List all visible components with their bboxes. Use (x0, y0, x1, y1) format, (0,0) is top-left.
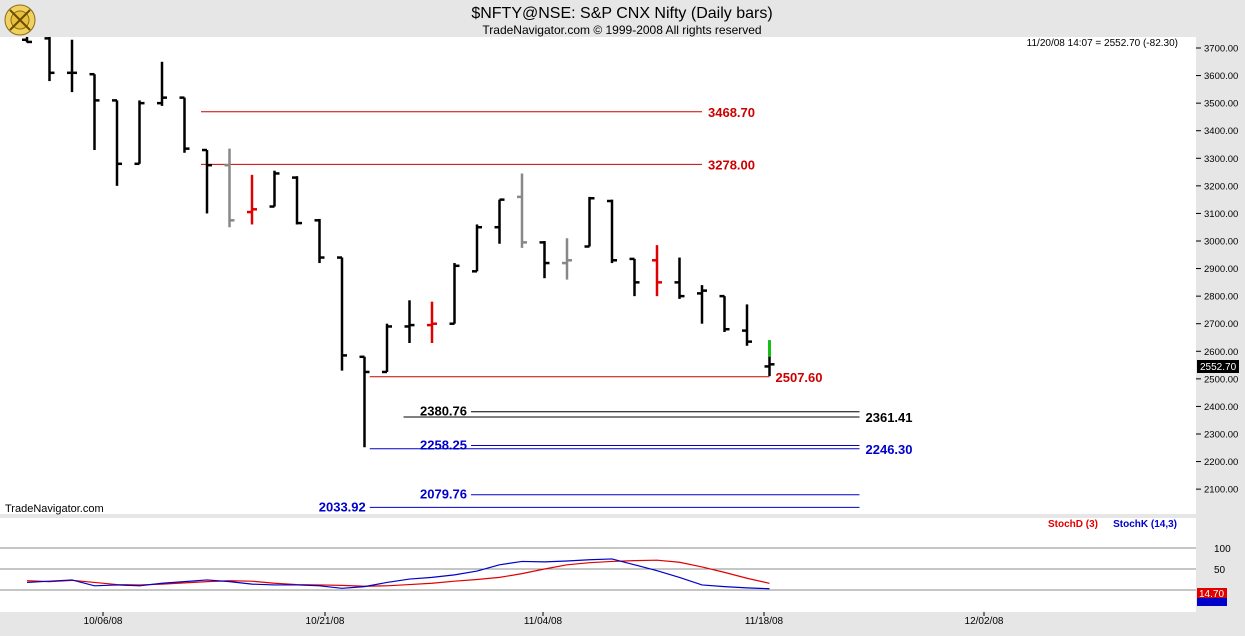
ohlc-bar (134, 100, 145, 166)
ohlc-bar (224, 148, 235, 228)
ohlc-bar (269, 170, 280, 208)
level-label: 2380.76 (420, 404, 467, 419)
chart-title: $NFTY@NSE: S&P CNX Nifty (Daily bars) (471, 5, 772, 22)
trade-navigator-logo-icon (4, 4, 36, 36)
ohlc-bar (517, 173, 527, 248)
price-tick-label: 2900.00 (1204, 264, 1238, 275)
ohlc-bar (67, 39, 77, 93)
stoch-tick-label: 100 (1214, 544, 1231, 555)
level-label: 2079.76 (420, 487, 467, 502)
stoch-axis-ticks: 100 50 (0, 544, 1231, 591)
level-label: 3468.70 (708, 105, 755, 120)
last-price-label: 2552.70 (1200, 362, 1237, 373)
x-tick-label: 12/02/08 (965, 616, 1004, 627)
price-tick-label: 3300.00 (1204, 154, 1238, 165)
stoch-series-line (26, 558, 770, 590)
price-tick-label: 2100.00 (1204, 485, 1238, 496)
x-tick-label: 10/06/08 (84, 616, 123, 627)
ohlc-bar (472, 224, 482, 273)
stoch-k-legend: StochK (14,3) (1113, 519, 1177, 530)
level-label: 3278.00 (708, 157, 755, 172)
price-axis-ticks: 3700.00 3600.00 3500.00 3400.00 3300.00 3200.… (1196, 44, 1238, 496)
ohlc-bar (292, 176, 302, 225)
price-levels: 3468.70 3278.00 2507.60 2380.76 2361.41 2258.… (201, 105, 913, 514)
quote-text: 11/20/08 14:07 = 2552.70 (-82.30) (1027, 38, 1178, 49)
price-tick-label: 2200.00 (1204, 457, 1238, 468)
level-label: 2361.41 (866, 410, 913, 425)
ohlc-bar (607, 199, 617, 264)
price-tick-label: 3200.00 (1204, 181, 1238, 192)
level-label: 2258.25 (420, 438, 467, 453)
x-axis-ticks: 10/06/08 10/21/08 11/04/08 11/18/08 12/02/08 (84, 612, 1004, 627)
price-tick-label: 2700.00 (1204, 319, 1238, 330)
x-tick-label: 11/04/08 (524, 616, 563, 627)
stochastic-panel (0, 518, 1196, 612)
ohlc-bar (494, 198, 505, 244)
last-price-box (1197, 360, 1239, 373)
price-tick-label: 3700.00 (1204, 44, 1238, 55)
price-tick-label: 3100.00 (1204, 209, 1238, 220)
ohlc-bar (382, 323, 392, 374)
price-tick-label: 3600.00 (1204, 71, 1238, 82)
price-tick-label: 3000.00 (1204, 237, 1238, 248)
ohlc-bar (584, 196, 595, 248)
ohlc-bar (202, 148, 212, 214)
ohlc-bar (742, 304, 752, 346)
copyright-text: TradeNavigator.com © 1999-2008 All right… (482, 23, 761, 37)
price-tick-label: 2300.00 (1204, 429, 1238, 440)
price-tick-label: 2500.00 (1204, 374, 1238, 385)
ohlc-bar (719, 294, 730, 332)
ohlc-bar (359, 355, 370, 448)
ohlc-bar (697, 285, 707, 324)
ohlc-bars (22, 36, 775, 448)
level-label: 2246.30 (866, 442, 913, 457)
ohlc-bar (629, 257, 640, 297)
price-axis (1197, 37, 1245, 514)
price-panel (0, 37, 1196, 514)
ohlc-bar (179, 96, 190, 153)
ohlc-bar (449, 263, 460, 325)
watermark-text: TradeNavigator.com (5, 503, 104, 515)
ohlc-bar (427, 301, 437, 344)
ohlc-bar (674, 257, 685, 299)
price-tick-label: 3500.00 (1204, 99, 1238, 110)
ohlc-bar (314, 218, 325, 264)
stochastic-lines (26, 558, 770, 590)
ohlc-bar (44, 36, 55, 82)
level-label: 2507.60 (776, 370, 823, 385)
ohlc-bar (652, 245, 662, 297)
x-tick-label: 11/18/08 (745, 616, 784, 627)
x-tick-label: 10/21/08 (306, 616, 345, 627)
ohlc-bar (89, 72, 100, 151)
ohlc-bar (539, 241, 550, 279)
ohlc-bar (112, 99, 122, 186)
ohlc-bar (562, 238, 572, 280)
ohlc-bar (404, 300, 415, 344)
ohlc-bar (22, 36, 32, 44)
stoch-value-label: 14.70 (1199, 589, 1224, 600)
stoch-value-box-red (1197, 588, 1227, 598)
ohlc-bar (247, 174, 257, 225)
price-tick-label: 3400.00 (1204, 126, 1238, 137)
price-tick-label: 2400.00 (1204, 402, 1238, 413)
ohlc-bar (157, 61, 167, 106)
ohlc-bar (337, 256, 347, 371)
stoch-tick-label: 50 (1214, 565, 1226, 576)
level-label: 2033.92 (319, 499, 366, 514)
stoch-d-legend: StochD (3) (1048, 519, 1098, 530)
price-tick-label: 2600.00 (1204, 347, 1238, 358)
price-tick-label: 2800.00 (1204, 292, 1238, 303)
